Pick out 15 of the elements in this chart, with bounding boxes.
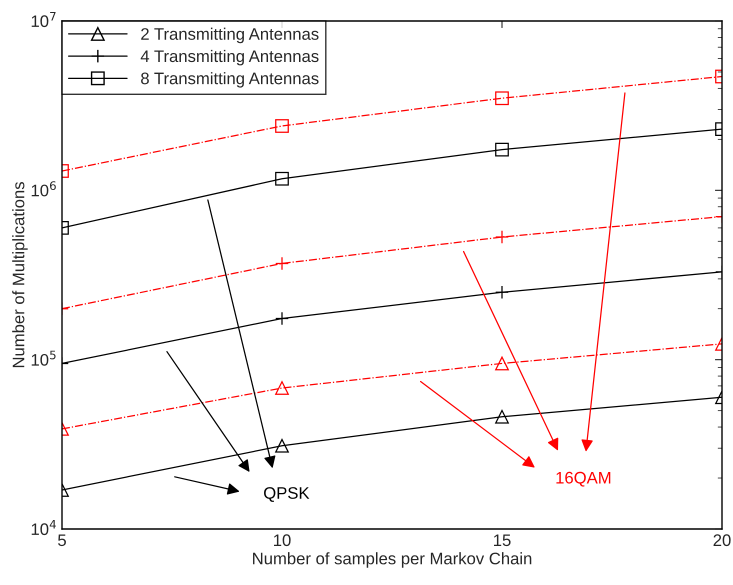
x-tick-label: 5 — [58, 534, 66, 546]
legend-label: 8 Transmitting Antennas — [141, 72, 319, 88]
y-tick-label: 10$^{7}$ — [32, 12, 56, 28]
y-tick-label: 10$^{5}$ — [32, 350, 56, 366]
y-tick-label: 10$^{4}$ — [32, 520, 56, 536]
x-axis-title: Number of samples per Markov Chain — [253, 552, 532, 568]
x-tick-label: 15 — [494, 534, 511, 546]
legend-label: 2 Transmitting Antennas — [141, 28, 319, 44]
legend-label: 4 Transmitting Antennas — [140, 50, 319, 66]
annotation: QPSK — [264, 487, 310, 502]
y-tick-label: 10$^{6}$ — [32, 181, 56, 196]
x-tick-label: 20 — [714, 534, 731, 546]
x-tick-label: 10 — [274, 534, 291, 546]
y-axis-title: Number of Multiplications — [12, 182, 28, 368]
annotation: 16QAM — [556, 472, 610, 487]
